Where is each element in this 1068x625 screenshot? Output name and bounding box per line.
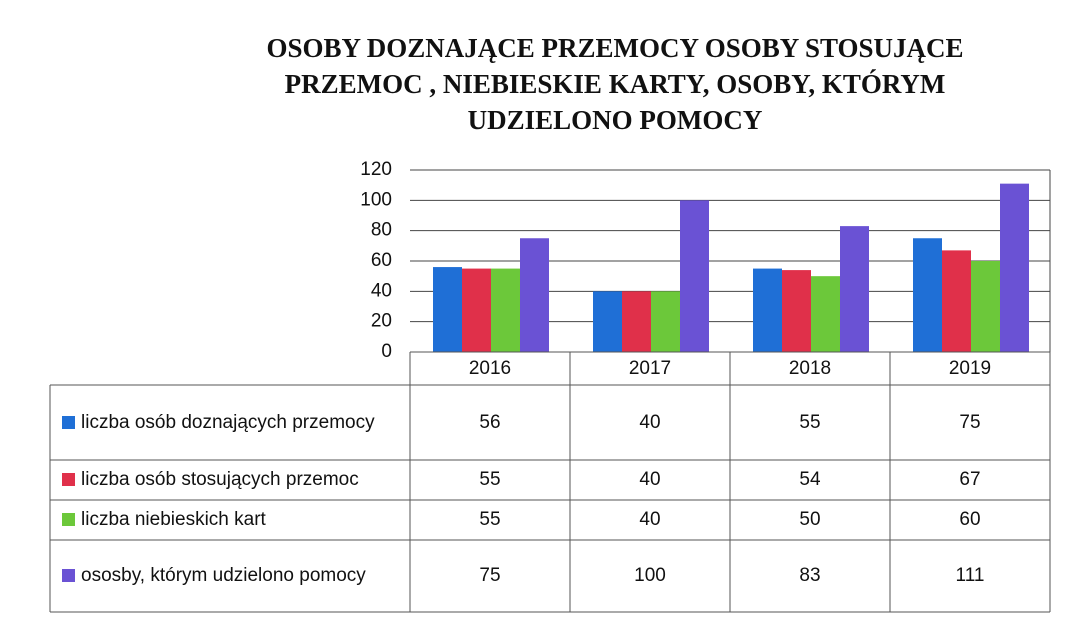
legend-text: liczba osób doznających przemocy xyxy=(62,408,375,438)
y-tick-label: 100 xyxy=(360,189,392,210)
bar xyxy=(942,250,971,352)
data-value: 40 xyxy=(639,411,661,433)
data-value: 100 xyxy=(634,565,666,586)
legend-label: liczba niebieskich kart xyxy=(81,509,266,530)
legend-label: liczba osób stosujących przemoc xyxy=(81,469,359,490)
legend-entry: liczba osób doznających przemocy xyxy=(50,385,410,460)
category-label: 2019 xyxy=(948,357,992,379)
legend-label: liczba osób doznających przemocy xyxy=(81,411,375,433)
bar xyxy=(462,268,491,352)
legend-text: liczba niebieskich kart xyxy=(62,505,266,535)
data-value: 55 xyxy=(479,469,501,490)
bar xyxy=(1000,183,1029,352)
data-value: 60 xyxy=(959,509,981,530)
y-tick-label: 40 xyxy=(371,280,392,301)
bar xyxy=(622,291,651,352)
chart-title: OSOBY DOZNAJĄCE PRZEMOCY OSOBY STOSUJĄCE… xyxy=(266,33,964,135)
category-label: 2018 xyxy=(788,357,832,379)
data-value: 111 xyxy=(955,565,985,586)
bar xyxy=(840,226,869,352)
legend-entry: liczba osób stosujących przemoc xyxy=(50,460,410,500)
bar xyxy=(913,238,942,352)
bar xyxy=(491,268,520,352)
legend-label: ososby, którym udzielono pomocy xyxy=(81,565,366,586)
bar xyxy=(680,200,709,352)
legend-text: ososby, którym udzielono pomocy xyxy=(62,561,366,591)
y-tick-label: 20 xyxy=(371,311,392,332)
bar xyxy=(782,270,811,352)
data-value: 40 xyxy=(639,509,661,530)
data-value: 50 xyxy=(799,509,821,530)
legend-swatch xyxy=(62,415,75,429)
legend-entry: liczba niebieskich kart xyxy=(50,500,410,540)
data-value: 55 xyxy=(479,509,501,530)
y-tick-label: 80 xyxy=(371,220,392,241)
bar xyxy=(651,291,680,352)
y-tick-label: 0 xyxy=(381,341,392,362)
bar xyxy=(520,238,549,352)
category-label: 2016 xyxy=(468,357,512,379)
legend-swatch xyxy=(62,569,75,583)
data-value: 54 xyxy=(799,469,821,490)
bar xyxy=(593,291,622,352)
data-value: 75 xyxy=(959,411,981,433)
legend-swatch xyxy=(62,473,75,487)
y-tick-label: 60 xyxy=(371,250,392,271)
y-tick-label: 120 xyxy=(360,159,392,180)
legend-text: liczba osób stosujących przemoc xyxy=(62,465,359,495)
bar xyxy=(753,268,782,352)
category-label: 2017 xyxy=(628,357,672,379)
data-value: 56 xyxy=(479,411,501,433)
legend-swatch xyxy=(62,513,75,527)
data-value: 55 xyxy=(799,411,821,433)
bar xyxy=(433,267,462,352)
legend-entry: ososby, którym udzielono pomocy xyxy=(50,540,410,612)
data-value: 67 xyxy=(959,469,981,490)
bar xyxy=(811,276,840,352)
data-value: 40 xyxy=(639,469,661,490)
bar xyxy=(971,261,1000,352)
data-value: 75 xyxy=(479,565,501,586)
data-value: 83 xyxy=(799,565,821,586)
